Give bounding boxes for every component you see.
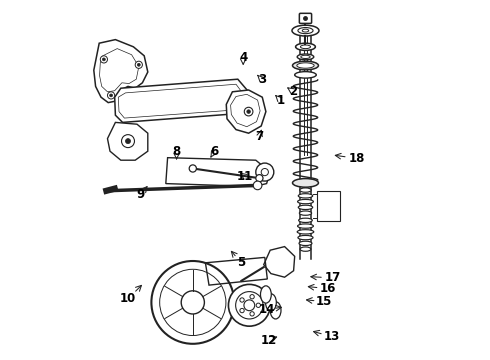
Polygon shape xyxy=(107,122,148,160)
Circle shape xyxy=(261,168,269,176)
Ellipse shape xyxy=(298,205,313,210)
Ellipse shape xyxy=(297,54,314,60)
Polygon shape xyxy=(226,90,266,133)
Ellipse shape xyxy=(294,72,316,78)
Circle shape xyxy=(245,107,253,116)
Text: 16: 16 xyxy=(319,282,336,295)
Ellipse shape xyxy=(298,235,313,240)
Polygon shape xyxy=(166,158,270,186)
Text: 9: 9 xyxy=(137,188,145,201)
Text: 12: 12 xyxy=(260,334,276,347)
Ellipse shape xyxy=(295,43,316,50)
Text: 8: 8 xyxy=(172,145,181,158)
Text: 13: 13 xyxy=(323,330,340,343)
Ellipse shape xyxy=(298,218,312,222)
Ellipse shape xyxy=(297,224,314,228)
Circle shape xyxy=(107,92,115,99)
Circle shape xyxy=(253,181,262,190)
Circle shape xyxy=(256,303,261,307)
Circle shape xyxy=(250,294,254,299)
Circle shape xyxy=(137,63,140,66)
Circle shape xyxy=(236,292,263,319)
Ellipse shape xyxy=(270,302,281,319)
Ellipse shape xyxy=(297,230,314,234)
Circle shape xyxy=(240,298,244,302)
Circle shape xyxy=(110,94,113,97)
Text: 7: 7 xyxy=(255,130,264,143)
Ellipse shape xyxy=(266,294,276,311)
Circle shape xyxy=(102,58,105,61)
Ellipse shape xyxy=(292,25,319,36)
Text: 14: 14 xyxy=(258,303,275,316)
Circle shape xyxy=(100,56,107,63)
Ellipse shape xyxy=(299,241,312,246)
Text: 2: 2 xyxy=(290,85,297,98)
Circle shape xyxy=(250,312,254,316)
Polygon shape xyxy=(115,79,248,122)
Circle shape xyxy=(247,110,250,113)
Circle shape xyxy=(181,291,204,314)
Circle shape xyxy=(256,175,263,182)
Ellipse shape xyxy=(261,286,271,303)
Text: 15: 15 xyxy=(316,295,332,308)
Circle shape xyxy=(228,284,270,326)
Ellipse shape xyxy=(300,45,311,49)
Ellipse shape xyxy=(300,247,311,251)
Circle shape xyxy=(240,309,244,313)
Text: 6: 6 xyxy=(210,145,219,158)
Ellipse shape xyxy=(300,188,311,192)
Ellipse shape xyxy=(299,211,312,215)
Circle shape xyxy=(122,135,134,148)
FancyBboxPatch shape xyxy=(299,13,312,23)
Text: 11: 11 xyxy=(237,170,253,183)
Text: 1: 1 xyxy=(277,94,285,107)
Ellipse shape xyxy=(297,63,314,68)
Circle shape xyxy=(256,163,274,181)
Circle shape xyxy=(125,139,130,144)
Polygon shape xyxy=(264,247,294,277)
Ellipse shape xyxy=(302,29,309,32)
Text: 10: 10 xyxy=(120,292,136,305)
Circle shape xyxy=(244,300,255,311)
Polygon shape xyxy=(94,40,148,103)
Ellipse shape xyxy=(301,55,310,58)
Text: 5: 5 xyxy=(237,256,245,269)
Text: 17: 17 xyxy=(325,271,342,284)
Text: 18: 18 xyxy=(348,152,365,165)
Text: 3: 3 xyxy=(258,73,267,86)
Ellipse shape xyxy=(293,179,318,187)
Ellipse shape xyxy=(297,199,314,204)
Text: 4: 4 xyxy=(239,51,247,64)
Ellipse shape xyxy=(293,61,318,70)
Ellipse shape xyxy=(298,194,313,198)
Circle shape xyxy=(151,261,234,344)
Circle shape xyxy=(135,61,143,68)
Circle shape xyxy=(189,165,196,172)
Ellipse shape xyxy=(298,28,313,34)
